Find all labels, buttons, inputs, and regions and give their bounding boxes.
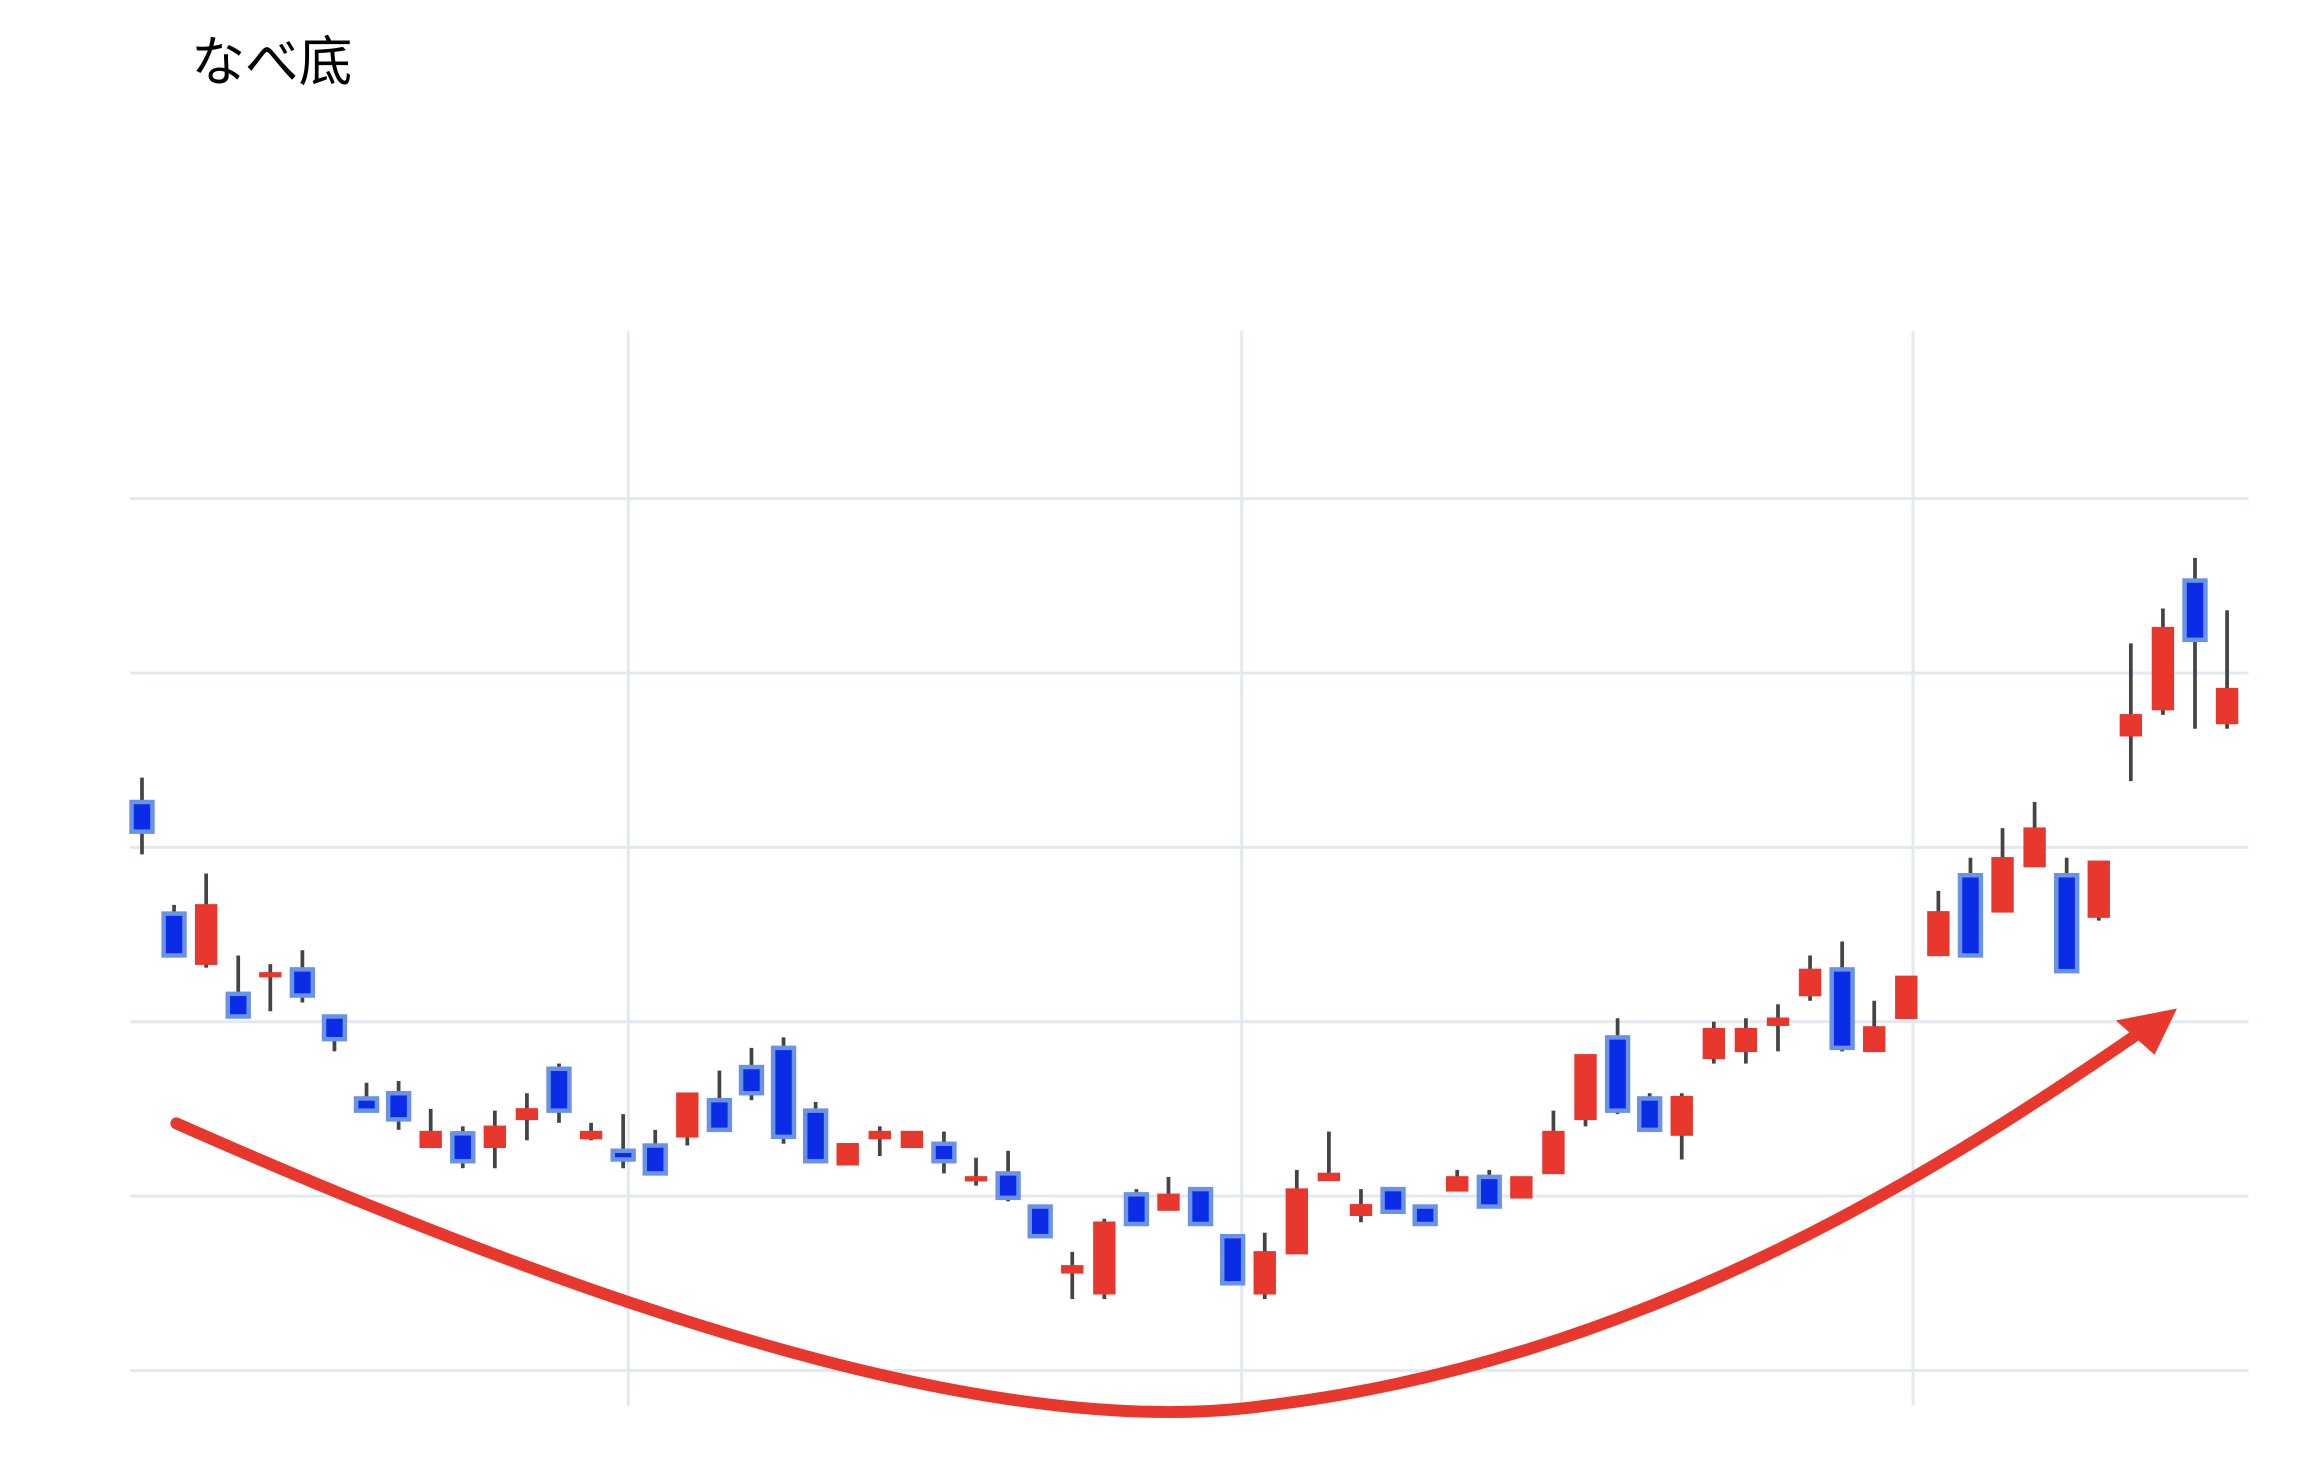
grid — [130, 331, 2249, 1406]
candle-body — [1317, 1172, 1341, 1182]
candle-body — [1157, 1193, 1180, 1211]
candle-body — [1991, 857, 2014, 913]
candle-body — [964, 1176, 988, 1182]
candle-body — [610, 1148, 636, 1162]
candle-body — [1123, 1192, 1150, 1227]
candle-body — [995, 1171, 1021, 1201]
candle-body — [2054, 873, 2080, 974]
candles — [129, 557, 2239, 1299]
candle-body — [1829, 967, 1855, 1051]
candle-body — [1766, 1017, 1790, 1026]
candle-body — [770, 1045, 797, 1140]
candle-body — [1412, 1204, 1438, 1227]
candle-body — [1927, 911, 1950, 957]
candle-body — [900, 1130, 924, 1149]
candle-body — [483, 1125, 507, 1149]
candle-body — [1863, 1026, 1886, 1053]
candle-body — [1349, 1204, 1373, 1217]
candle-body — [579, 1130, 603, 1140]
candle-body — [1734, 1027, 1758, 1053]
arrow-head — [2115, 1008, 2177, 1055]
candle-body — [2215, 687, 2239, 725]
candle-body — [515, 1108, 539, 1121]
candle-body — [931, 1141, 957, 1164]
candle-body — [1542, 1130, 1565, 1175]
candle-body — [225, 991, 251, 1019]
candle-body — [802, 1108, 829, 1164]
candle-body — [161, 911, 187, 958]
candle-body — [419, 1130, 442, 1149]
candle-body — [1061, 1265, 1084, 1274]
candle-body — [1957, 873, 1984, 958]
trend-curve — [170, 1020, 2155, 1418]
candle-body — [1219, 1233, 1246, 1286]
candle-body — [1895, 975, 1918, 1019]
candle-body — [836, 1143, 859, 1166]
candle-body — [1446, 1176, 1469, 1192]
candle-body — [1510, 1176, 1533, 1199]
candle-body — [1476, 1174, 1502, 1209]
candle-body — [706, 1097, 733, 1133]
candle-body — [194, 904, 218, 965]
candle-body — [1702, 1027, 1726, 1060]
candle-body — [321, 1014, 348, 1042]
candle-body — [1093, 1221, 1116, 1295]
candle-body — [2087, 860, 2110, 918]
candle-body — [2151, 626, 2175, 711]
candle-body — [642, 1143, 668, 1176]
candle-body — [450, 1131, 476, 1164]
candle-body — [1380, 1186, 1406, 1215]
candle-body — [676, 1092, 699, 1138]
candle-body — [868, 1130, 891, 1140]
candle-body — [2119, 714, 2143, 737]
candle-body — [738, 1064, 765, 1096]
candle-body — [1604, 1035, 1631, 1113]
candle-body — [1798, 968, 1822, 997]
candle-body — [546, 1066, 572, 1113]
trend-arrow — [170, 1008, 2177, 1418]
candle-body — [1027, 1204, 1053, 1239]
chart-title: なべ底 — [191, 30, 352, 93]
candle-body — [1574, 1054, 1597, 1121]
candle-body — [385, 1090, 412, 1122]
candle-body — [129, 799, 155, 834]
candle-body — [1285, 1188, 1308, 1255]
candle-body — [2182, 578, 2208, 643]
candle-body — [289, 967, 316, 998]
candle-body — [1187, 1186, 1214, 1227]
candle-body — [1670, 1095, 1693, 1136]
candle-body — [259, 972, 282, 978]
candle-body — [1253, 1251, 1276, 1295]
candle-body — [2023, 827, 2046, 868]
candle-body — [353, 1096, 380, 1113]
candle-body — [1636, 1096, 1663, 1133]
